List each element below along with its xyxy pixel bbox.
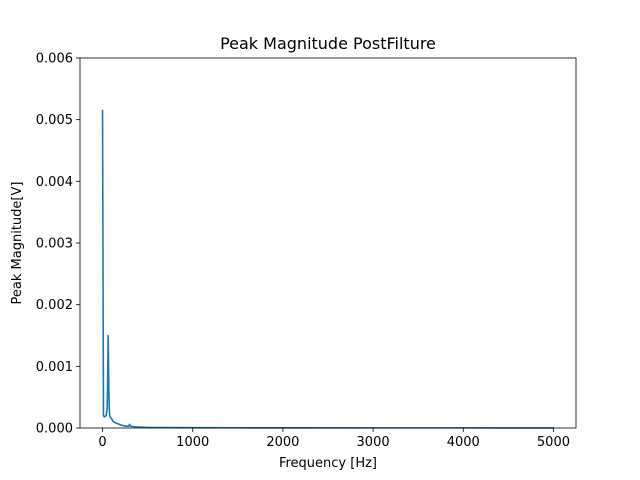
y-tick-label: 0.002 [36,298,73,313]
x-tick-label: 3000 [357,435,390,450]
x-tick-label: 4000 [447,435,480,450]
x-tick-label: 0 [98,435,106,450]
y-tick-label: 0.003 [36,237,73,252]
y-tick-label: 0.001 [36,360,73,375]
y-tick-label: 0.005 [36,113,73,128]
x-tick-label: 1000 [176,435,209,450]
y-tick-label: 0.006 [36,52,73,67]
x-axis: 0 1000 2000 3000 4000 5000 [98,428,570,450]
x-tick-label: 5000 [537,435,570,450]
x-tick-label: 2000 [266,435,299,450]
y-tick-label: 0.000 [36,422,73,437]
y-axis-label: Peak Magnitude[V] [10,182,25,305]
y-tick-label: 0.004 [36,175,73,190]
chart-title: Peak Magnitude PostFilture [220,34,436,53]
y-axis: 0.000 0.001 0.002 0.003 0.004 0.005 0.006 [36,52,80,437]
x-axis-label: Frequency [Hz] [279,456,377,471]
